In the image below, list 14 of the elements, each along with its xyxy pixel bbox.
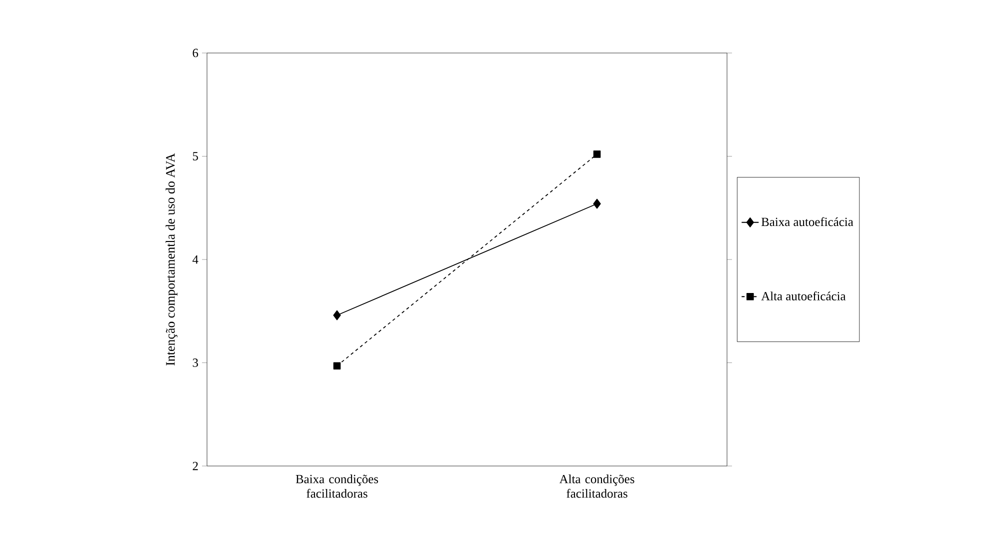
point [593,150,601,158]
y-axis-title: Intenção comportamentla de uso do AVA [166,153,178,366]
y-tick-label: 2 [192,462,198,470]
y-tick-label: 4 [192,255,198,264]
point [593,198,601,209]
point [333,362,341,370]
point [333,310,341,320]
y-tick-label: 3 [192,358,198,367]
legend-label: Baixa autoeficácia [761,217,854,226]
y-tick-label: 6 [192,48,198,58]
y-tick-label: 5 [192,152,198,160]
x-tick-label: Baixa condições facilitadoras [296,474,378,498]
x-tick-label: Alta condições facilitadoras [559,474,634,498]
legend-label: Alta autoeficácia [761,291,846,300]
